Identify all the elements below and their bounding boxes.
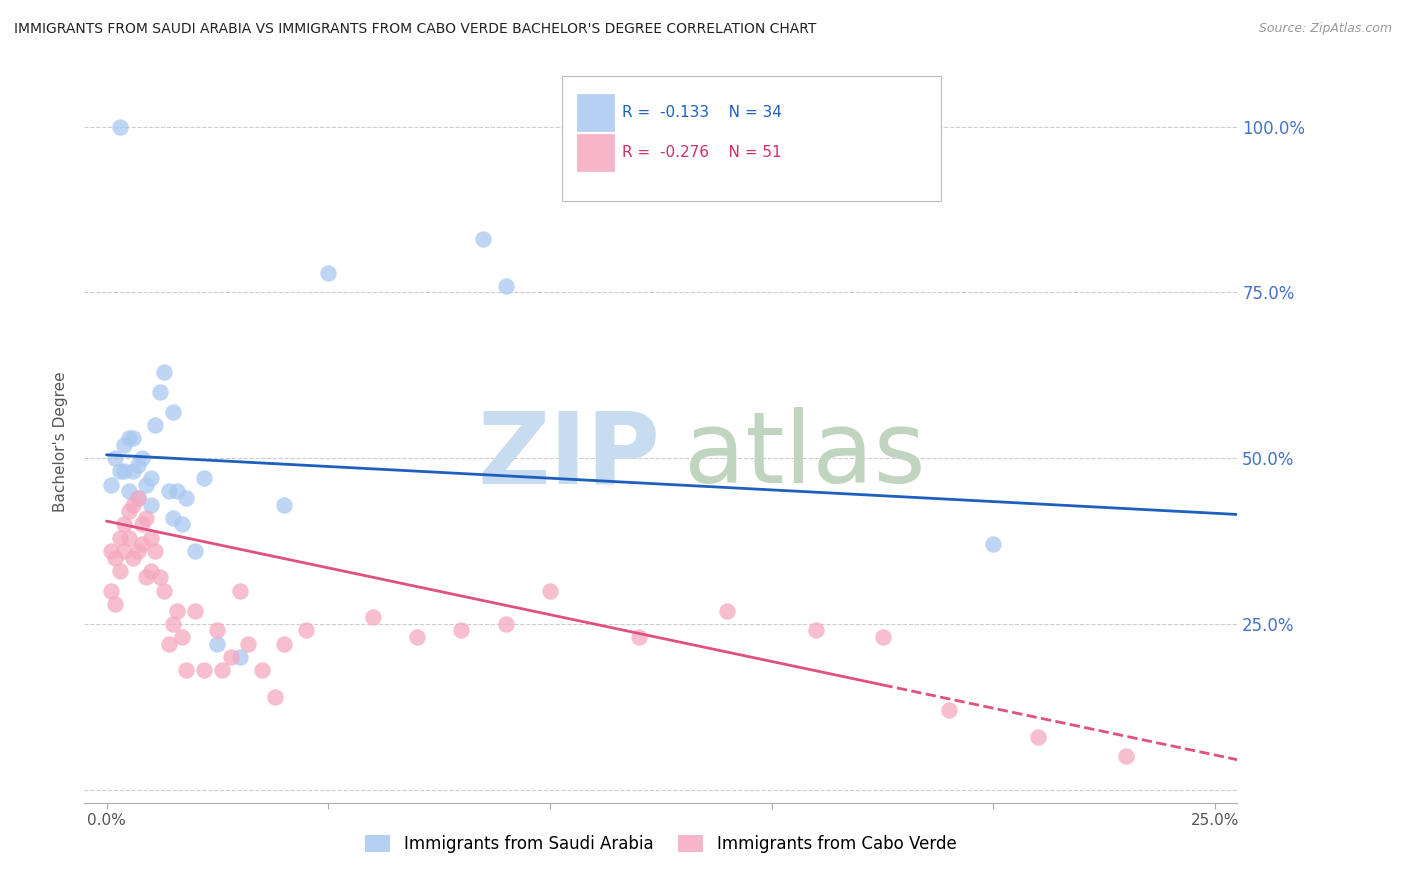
Point bbox=[170, 517, 193, 532]
Point bbox=[127, 544, 149, 558]
Point bbox=[112, 517, 135, 532]
Point bbox=[108, 120, 131, 134]
Point bbox=[1026, 730, 1049, 744]
Point bbox=[162, 405, 184, 419]
Point bbox=[193, 471, 215, 485]
Point bbox=[184, 603, 207, 617]
Point bbox=[207, 637, 229, 651]
Point bbox=[122, 464, 145, 478]
Point bbox=[495, 278, 517, 293]
Point bbox=[207, 624, 229, 638]
Point bbox=[153, 365, 176, 379]
Point bbox=[112, 464, 135, 478]
Point bbox=[495, 616, 517, 631]
Point bbox=[122, 498, 145, 512]
Point bbox=[472, 232, 495, 246]
Point bbox=[219, 650, 242, 665]
Point bbox=[100, 477, 122, 491]
Point bbox=[118, 504, 141, 518]
Point bbox=[112, 438, 135, 452]
Point bbox=[149, 384, 172, 399]
Point bbox=[538, 583, 561, 598]
Point bbox=[108, 564, 131, 578]
Point bbox=[176, 663, 198, 677]
Point bbox=[143, 417, 166, 432]
Point bbox=[108, 531, 131, 545]
Point bbox=[228, 650, 250, 665]
Text: atlas: atlas bbox=[683, 408, 925, 505]
Point bbox=[131, 451, 153, 466]
Point bbox=[162, 616, 184, 631]
Point bbox=[127, 491, 149, 505]
Point bbox=[131, 517, 153, 532]
Y-axis label: Bachelor's Degree: Bachelor's Degree bbox=[53, 371, 69, 512]
Text: R =  -0.133    N = 34: R = -0.133 N = 34 bbox=[621, 105, 782, 120]
Point bbox=[131, 537, 153, 551]
Point bbox=[238, 637, 260, 651]
Point bbox=[176, 491, 198, 505]
Text: R =  -0.276    N = 51: R = -0.276 N = 51 bbox=[621, 145, 782, 160]
Point bbox=[118, 431, 141, 445]
Point bbox=[139, 498, 162, 512]
Point bbox=[122, 431, 145, 445]
Point bbox=[1115, 749, 1137, 764]
Point bbox=[153, 583, 176, 598]
Point bbox=[264, 690, 287, 704]
Point bbox=[149, 570, 172, 584]
Point bbox=[100, 544, 122, 558]
Point bbox=[100, 583, 122, 598]
Point bbox=[273, 498, 295, 512]
Point bbox=[295, 624, 318, 638]
Point bbox=[872, 630, 894, 644]
Point bbox=[104, 550, 127, 565]
Point bbox=[983, 537, 1005, 551]
Point bbox=[104, 451, 127, 466]
Point bbox=[104, 597, 127, 611]
Text: Source: ZipAtlas.com: Source: ZipAtlas.com bbox=[1258, 22, 1392, 36]
Point bbox=[162, 510, 184, 524]
Point bbox=[139, 531, 162, 545]
Point bbox=[228, 583, 250, 598]
Point bbox=[627, 630, 650, 644]
Legend: Immigrants from Saudi Arabia, Immigrants from Cabo Verde: Immigrants from Saudi Arabia, Immigrants… bbox=[359, 828, 963, 860]
Point bbox=[406, 630, 429, 644]
Point bbox=[122, 550, 145, 565]
Point bbox=[118, 484, 141, 499]
Point bbox=[139, 471, 162, 485]
Point bbox=[804, 624, 827, 638]
Text: IMMIGRANTS FROM SAUDI ARABIA VS IMMIGRANTS FROM CABO VERDE BACHELOR'S DEGREE COR: IMMIGRANTS FROM SAUDI ARABIA VS IMMIGRAN… bbox=[14, 22, 817, 37]
Point bbox=[716, 603, 738, 617]
Point bbox=[135, 477, 157, 491]
Point bbox=[127, 458, 149, 472]
Point bbox=[361, 610, 384, 624]
Point bbox=[316, 266, 339, 280]
Point bbox=[157, 637, 180, 651]
Point bbox=[450, 624, 472, 638]
Point bbox=[184, 544, 207, 558]
Point bbox=[139, 564, 162, 578]
Point bbox=[135, 570, 157, 584]
Point bbox=[118, 531, 141, 545]
Point bbox=[250, 663, 273, 677]
Point bbox=[166, 603, 188, 617]
Point bbox=[938, 703, 960, 717]
Text: ZIP: ZIP bbox=[478, 408, 661, 505]
Point bbox=[112, 544, 135, 558]
Point bbox=[135, 510, 157, 524]
Point bbox=[157, 484, 180, 499]
Point bbox=[193, 663, 215, 677]
Point bbox=[273, 637, 295, 651]
Point bbox=[211, 663, 233, 677]
Point bbox=[127, 491, 149, 505]
Point bbox=[143, 544, 166, 558]
Point bbox=[108, 464, 131, 478]
Point bbox=[166, 484, 188, 499]
Point bbox=[170, 630, 193, 644]
